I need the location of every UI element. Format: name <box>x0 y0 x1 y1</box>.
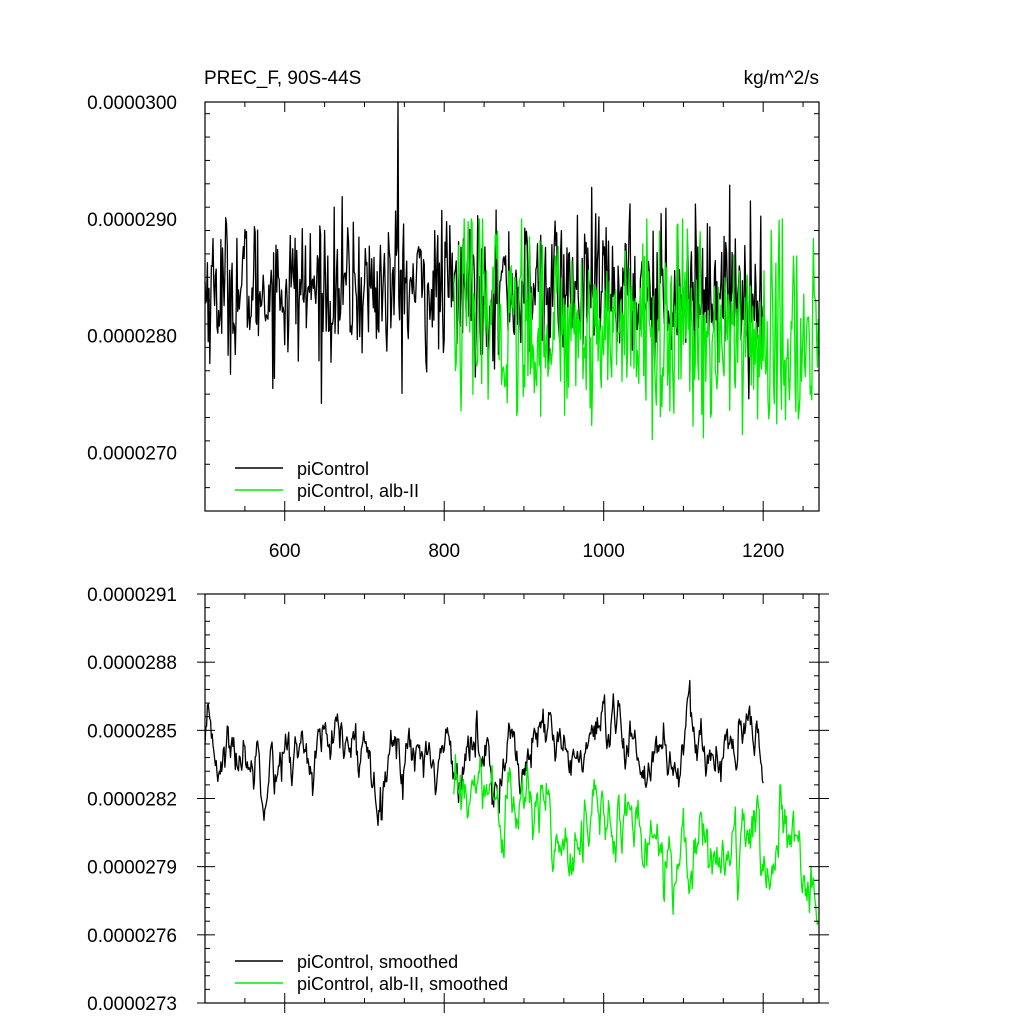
x-tick-label: 1000 <box>583 541 625 562</box>
top-chart-title: PREC_F, 90S-44S <box>204 68 361 89</box>
bottom-panel: 0.0000273 0.0000276 0.0000279 0.0000282 0.00… <box>87 585 829 1015</box>
y-tick-label: 0.0000282 <box>87 790 177 811</box>
y-tick-label: 0.0000291 <box>87 585 177 606</box>
series-line-1 <box>204 679 764 827</box>
x-tick-label: 600 <box>269 541 301 562</box>
y-tick-label: 0.0000273 <box>87 994 177 1015</box>
y-tick-label: 0.0000290 <box>87 210 177 231</box>
top-legend-label-1: piControl <box>297 459 369 479</box>
top-chart-units: kg/m^2/s <box>744 68 819 89</box>
y-tick-label: 0.0000288 <box>87 653 177 674</box>
series-line-2 <box>453 754 820 926</box>
bottom-ticks-group: 0.0000273 0.0000276 0.0000279 0.0000282 0.00… <box>87 585 829 1015</box>
y-tick-label: 0.0000270 <box>87 444 177 465</box>
bottom-series-group <box>204 679 820 926</box>
x-tick-label: 1200 <box>742 541 784 562</box>
x-tick-label: 800 <box>428 541 460 562</box>
series-line-2 <box>453 218 820 441</box>
bottom-legend: piControl, smoothed piControl, alb-II, s… <box>235 952 508 994</box>
y-tick-label: 0.0000280 <box>87 327 177 348</box>
y-tick-label: 0.0000279 <box>87 858 177 879</box>
bottom-plot-frame <box>204 593 820 1004</box>
bottom-legend-label-1: piControl, smoothed <box>297 952 458 972</box>
top-legend: piControl piControl, alb-II <box>235 459 419 501</box>
top-legend-label-2: piControl, alb-II <box>297 481 419 501</box>
y-tick-label: 0.0000276 <box>87 926 177 947</box>
top-ticks-group: 600 800 1000 1200 0.0000270 0.0000280 0.000029… <box>87 93 819 562</box>
top-series-group <box>204 101 820 441</box>
bottom-legend-label-2: piControl, alb-II, smoothed <box>297 974 508 994</box>
y-tick-label: 0.0000300 <box>87 93 177 114</box>
top-plot-frame <box>204 101 820 512</box>
y-tick-label: 0.0000285 <box>87 721 177 742</box>
top-panel: PREC_F, 90S-44S kg/m^2/s 600 800 1000 1200 0… <box>87 68 820 562</box>
